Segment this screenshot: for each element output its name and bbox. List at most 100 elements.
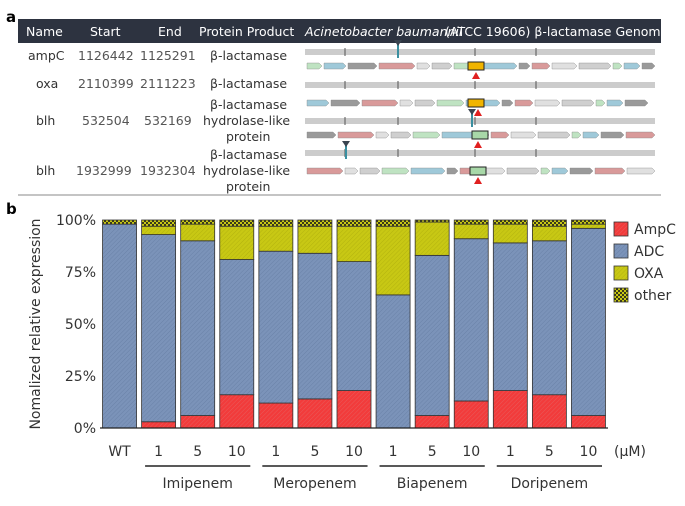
bars-area [102,219,606,429]
gene-arrow [306,131,337,139]
gene-arrow [510,131,537,139]
bar-segment-other [375,219,411,227]
gene-arrow [641,62,656,70]
bar-segment-ampc [297,398,333,429]
bar-segment-adc [336,261,372,391]
group-label: Imipenem [163,476,233,492]
bar-segment-ampc [141,421,177,429]
bar-segment-ampc [531,394,567,429]
x-tick-label: 1 [389,444,398,460]
x-tick-label: 10 [228,444,246,460]
row-product-line: β-lactamase [210,97,287,112]
row-name: blh [36,113,55,128]
y-tick-label: 25% [65,369,96,385]
panel-b-label: b [6,200,17,218]
target-gene-highlight [467,61,485,71]
bar-segment-adc [375,294,411,429]
row-product-line: β-lactamase [210,48,287,63]
x-tick-label: 1 [271,444,280,460]
gene-arrow [436,99,465,107]
bar-segment-oxa [375,225,411,296]
table-header-bar [18,19,661,43]
bar-segment-adc [219,259,255,396]
gene-arrow [410,167,446,175]
legend-swatch-other [613,287,629,303]
gene-arrow [446,167,459,175]
x-tick-label: 5 [428,444,437,460]
gene-arrow [624,99,649,107]
gene-arrow [361,99,399,107]
bar-segment-oxa [453,223,489,240]
row-end: 1125291 [140,48,196,63]
gene-arrow [595,99,606,107]
genome-track-line [305,49,655,55]
gene-arrow [330,99,361,107]
x-tick-label: 1 [506,444,515,460]
table-row: blh 532504 532169 β-lactamase hydrolase-… [36,97,290,144]
bar-segment-oxa [141,225,177,235]
bar-segment-other [414,219,450,223]
x-tick-label: 10 [462,444,480,460]
bar-segment-oxa [297,225,333,254]
header-name: Name [26,24,63,39]
legend: AmpC ADC OXA other [613,221,676,304]
gene-arrow [490,131,510,139]
bar-segment-adc [258,250,294,404]
red-arrow-marker [474,109,482,116]
table-row: blh 1932999 1932304 β-lactamase hydrolas… [36,147,290,194]
legend-label: OXA [634,266,664,282]
bar-segment-other [102,219,137,225]
gene-arrow [534,99,561,107]
bar-segment-oxa [258,225,294,252]
genome-track-line [305,150,655,156]
gene-arrow [582,131,600,139]
bar-segment-other [492,219,528,225]
genome-track-line [305,118,655,124]
bar-segment-ampc [180,415,216,429]
bar-segment-ampc [571,415,606,429]
gene-arrow [306,99,330,107]
panel-a-label: a [6,8,16,26]
row-name: ampC [28,48,65,63]
y-tick-label: 100% [56,213,96,229]
row-name: blh [36,163,55,178]
bar-segment-oxa [414,221,450,256]
gene-arrow [606,99,624,107]
legend-swatch-adc [613,243,629,259]
genome-track-line [305,82,655,88]
bar-segment-oxa [571,223,606,229]
x-tick-label: WT [108,444,131,460]
y-tick-label: 0% [74,421,96,437]
y-tick-label: 50% [65,317,96,333]
row-start: 2110399 [78,76,134,91]
gene-arrow [625,131,656,139]
gene-arrow [378,62,416,70]
bar-segment-other [336,219,372,227]
legend-label: AmpC [634,222,676,238]
gene-arrow [482,62,518,70]
x-axis-ticks: WT 1 5 10 1 5 10 1 5 10 1 5 10 [108,444,597,460]
bar-segment-other [571,219,606,225]
gene-arrow [399,99,414,107]
gene-arrow [412,131,441,139]
x-axis-groups: Imipenem Meropenem Biapenem Doripenem [145,465,602,492]
bar-segment-ampc [219,394,255,429]
gene-arrow [561,99,595,107]
group-label: Biapenem [397,476,468,492]
row-product-line: protein [226,129,270,144]
gene-arrow [612,62,623,70]
gene-arrow [416,62,431,70]
gene-arrow [506,167,540,175]
legend-swatch-ampc [613,221,629,237]
bar-segment-adc [531,240,567,396]
bar-segment-adc [492,242,528,391]
group-label: Meropenem [273,476,356,492]
gene-arrow [623,62,641,70]
row-end: 1932304 [140,163,196,178]
target-gene-highlight [469,166,487,176]
header-protein-product: Protein Product [199,24,294,39]
bar-segment-ampc [258,402,294,429]
gene-arrow [578,62,612,70]
header-start: Start [90,24,121,39]
